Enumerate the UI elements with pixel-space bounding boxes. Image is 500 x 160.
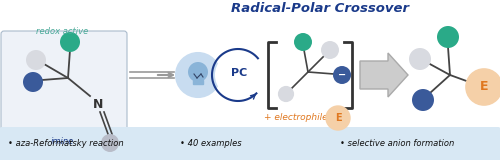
- Circle shape: [176, 53, 220, 97]
- Text: • aza-Reformatsky reaction: • aza-Reformatsky reaction: [8, 140, 123, 148]
- Polygon shape: [360, 53, 408, 97]
- Circle shape: [409, 48, 431, 70]
- Circle shape: [23, 72, 43, 92]
- Circle shape: [278, 86, 294, 102]
- Circle shape: [333, 66, 351, 84]
- Circle shape: [326, 106, 350, 130]
- Text: PC: PC: [231, 68, 247, 78]
- Text: redox active: redox active: [36, 28, 88, 36]
- FancyBboxPatch shape: [0, 127, 500, 160]
- Circle shape: [437, 26, 459, 48]
- Text: • 40 examples: • 40 examples: [180, 140, 242, 148]
- Circle shape: [412, 89, 434, 111]
- Circle shape: [466, 69, 500, 105]
- Circle shape: [321, 41, 339, 59]
- Circle shape: [188, 62, 208, 82]
- Text: E: E: [480, 80, 488, 93]
- Text: E: E: [334, 113, 342, 123]
- Circle shape: [294, 33, 312, 51]
- Text: N: N: [93, 97, 103, 111]
- Circle shape: [216, 53, 260, 97]
- Circle shape: [26, 50, 46, 70]
- Text: imine: imine: [50, 137, 74, 147]
- FancyBboxPatch shape: [1, 31, 127, 155]
- Text: Radical-Polar Crossover: Radical-Polar Crossover: [231, 1, 409, 15]
- Polygon shape: [193, 80, 203, 84]
- Circle shape: [60, 32, 80, 52]
- Text: + electrophile: + electrophile: [264, 113, 328, 123]
- Text: −: −: [338, 70, 346, 80]
- Circle shape: [101, 134, 119, 152]
- Text: • selective anion formation: • selective anion formation: [340, 140, 454, 148]
